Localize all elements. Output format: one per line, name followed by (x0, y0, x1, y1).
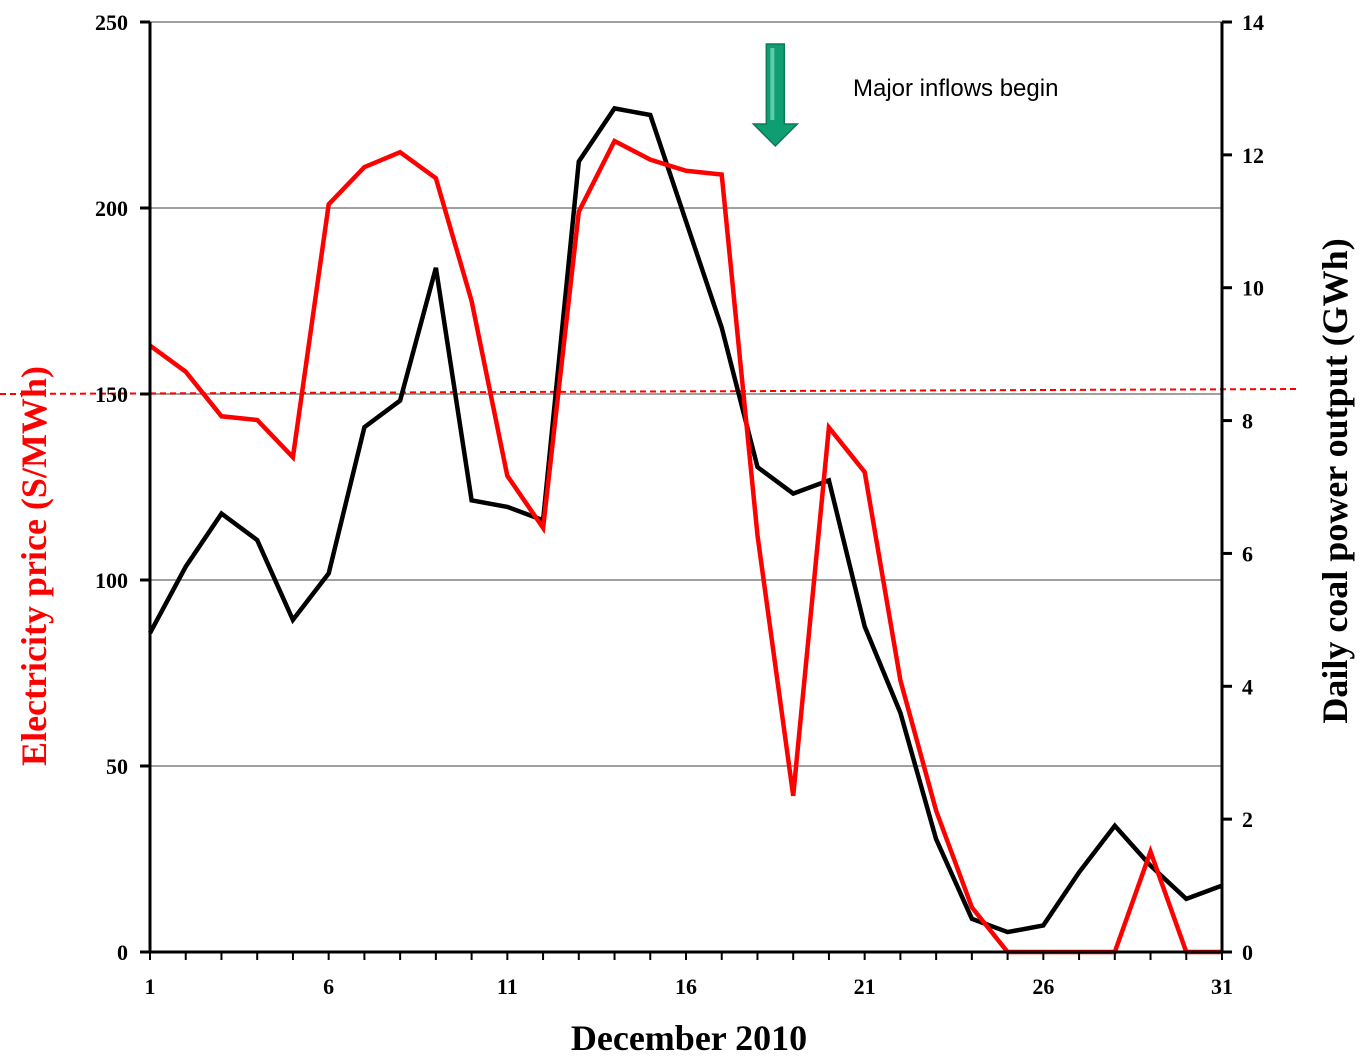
reference-line-group (0, 388, 1301, 395)
arrow-highlight (770, 48, 775, 120)
left-tick-label: 200 (95, 196, 128, 221)
axes-group (148, 22, 1224, 954)
coal-output-series-line (148, 105, 1223, 935)
right-axis-title: Daily coal power output (GWh) (1315, 238, 1355, 723)
x-tick-label: 11 (497, 974, 518, 999)
left-axis-title: Electricity price (S/MWh) (14, 366, 54, 766)
x-tick-label: 26 (1032, 974, 1054, 999)
left-tick-label: 0 (117, 940, 128, 965)
right-tick-label: 8 (1242, 409, 1253, 434)
left-tick-label: 150 (95, 382, 128, 407)
x-axis-title: December 2010 (571, 1018, 807, 1058)
right-tick-label: 12 (1242, 143, 1264, 168)
x-tick-label: 31 (1211, 974, 1233, 999)
x-tick-label: 16 (675, 974, 697, 999)
annotation-text: Major inflows begin (853, 75, 1058, 102)
annotation-group: Major inflows begin (751, 43, 1058, 148)
right-tick-label: 10 (1242, 276, 1264, 301)
x-tick-label: 21 (854, 974, 876, 999)
gridlines (150, 21, 1222, 767)
right-tick-label: 0 (1242, 940, 1253, 965)
reference-line (0, 388, 1301, 395)
left-tick-label: 100 (95, 568, 128, 593)
x-tick-label: 6 (323, 974, 334, 999)
left-tick-label: 50 (106, 754, 128, 779)
series-group (148, 105, 1223, 955)
right-tick-label: 2 (1242, 807, 1253, 832)
x-tick-label: 1 (145, 974, 156, 999)
left-tick-label: 250 (95, 10, 128, 35)
titles-group: December 2010 Electricity price (S/MWh) … (14, 238, 1355, 1058)
right-tick-label: 6 (1242, 541, 1253, 566)
right-tick-label: 4 (1242, 674, 1253, 699)
price-series-line (148, 137, 1222, 955)
down-arrow-icon (751, 43, 800, 148)
right-tick-label: 14 (1242, 10, 1264, 35)
